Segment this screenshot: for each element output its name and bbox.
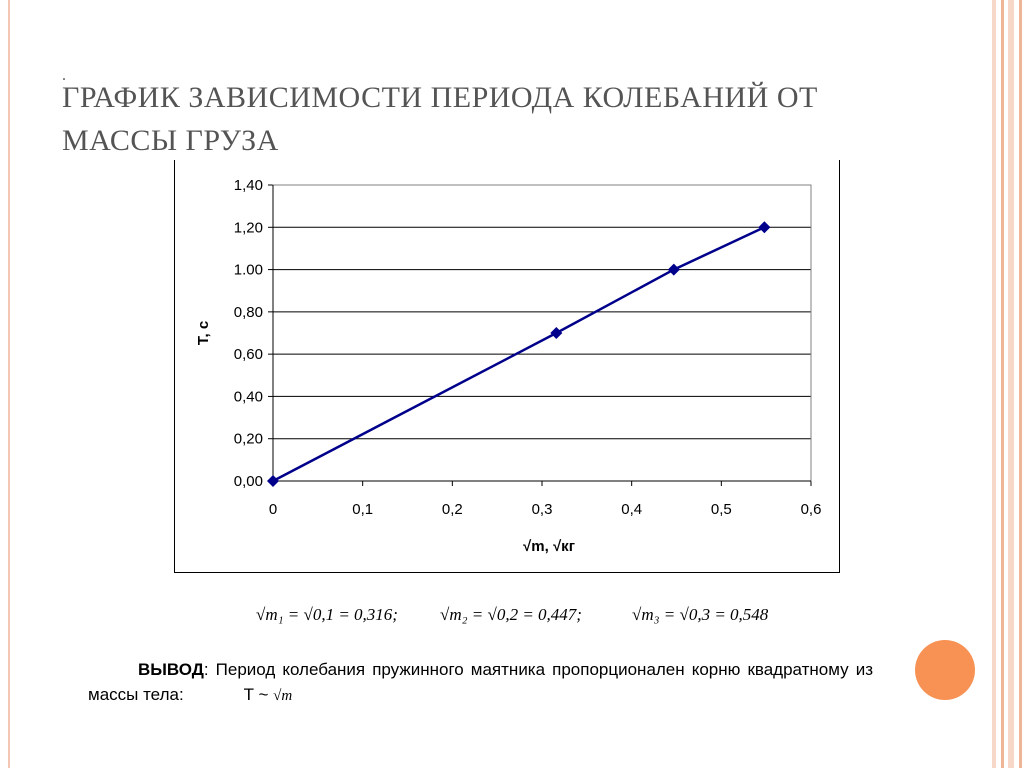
title-marker: . [62, 67, 66, 84]
y-tick-label: 0,00 [234, 473, 263, 490]
decor-circle [915, 640, 975, 700]
x-tick-label: 0,4 [621, 501, 642, 518]
data-point-marker [667, 263, 680, 276]
sqrt-formulas: √m₁ = √0,1 = 0,316; √m₂ = √0,2 = 0,447; … [250, 602, 810, 632]
slide-title: ГРАФИК ЗАВИСИМОСТИ ПЕРИОДА КОЛЕБАНИЙ ОТ … [62, 81, 818, 157]
series-line [272, 226, 765, 483]
conclusion-sqrt: √m [273, 688, 293, 704]
x-tick-label: 0,1 [352, 501, 373, 518]
x-tick-label: 0,6 [801, 501, 822, 518]
slide-decor-stripes [984, 0, 1024, 768]
conclusion-relation: T ~ [243, 685, 269, 704]
plot-area [272, 184, 812, 482]
x-tick-label: 0,3 [532, 501, 553, 518]
conclusion: ВЫВОД: Период колебания пружинного маятн… [88, 657, 873, 709]
data-point-marker [267, 475, 279, 487]
y-tick-label: 0,80 [234, 304, 263, 321]
x-tick-label: 0,5 [711, 501, 732, 518]
y-axis-label: Т, с [195, 321, 212, 345]
x-axis-label: √m, √кг [523, 538, 575, 555]
conclusion-text: : Период колебания пружинного маятника п… [88, 660, 873, 704]
data-point-marker [550, 327, 563, 339]
chart: 0,00 0,20 0,40 0,60 0,80 1.00 1,20 1,40 0 0,1 0,2 0… [174, 160, 840, 573]
data-point-marker [758, 221, 771, 234]
formula-m1: √m₁ = √0,1 = 0,316; [256, 605, 398, 624]
y-tick-label: 0,20 [234, 431, 263, 448]
y-tick-label: 1.00 [234, 262, 263, 279]
y-tick-label: 0,40 [234, 388, 263, 405]
x-tick-label: 0 [269, 501, 277, 518]
conclusion-label: ВЫВОД [138, 660, 204, 679]
slide-frame-line [8, 0, 10, 768]
formula-m3: √m₃ = √0,3 = 0,548 [632, 605, 769, 624]
formula-m2: √m₂ = √0,2 = 0,447; [440, 605, 582, 624]
x-tick-label: 0,2 [442, 501, 463, 518]
y-tick-label: 1,40 [234, 177, 263, 194]
y-tick-label: 1,20 [234, 219, 263, 236]
chart-svg: 0,00 0,20 0,40 0,60 0,80 1.00 1,20 1,40 0 0,1 0,2 0… [195, 177, 822, 555]
y-tick-label: 0,60 [234, 346, 263, 363]
